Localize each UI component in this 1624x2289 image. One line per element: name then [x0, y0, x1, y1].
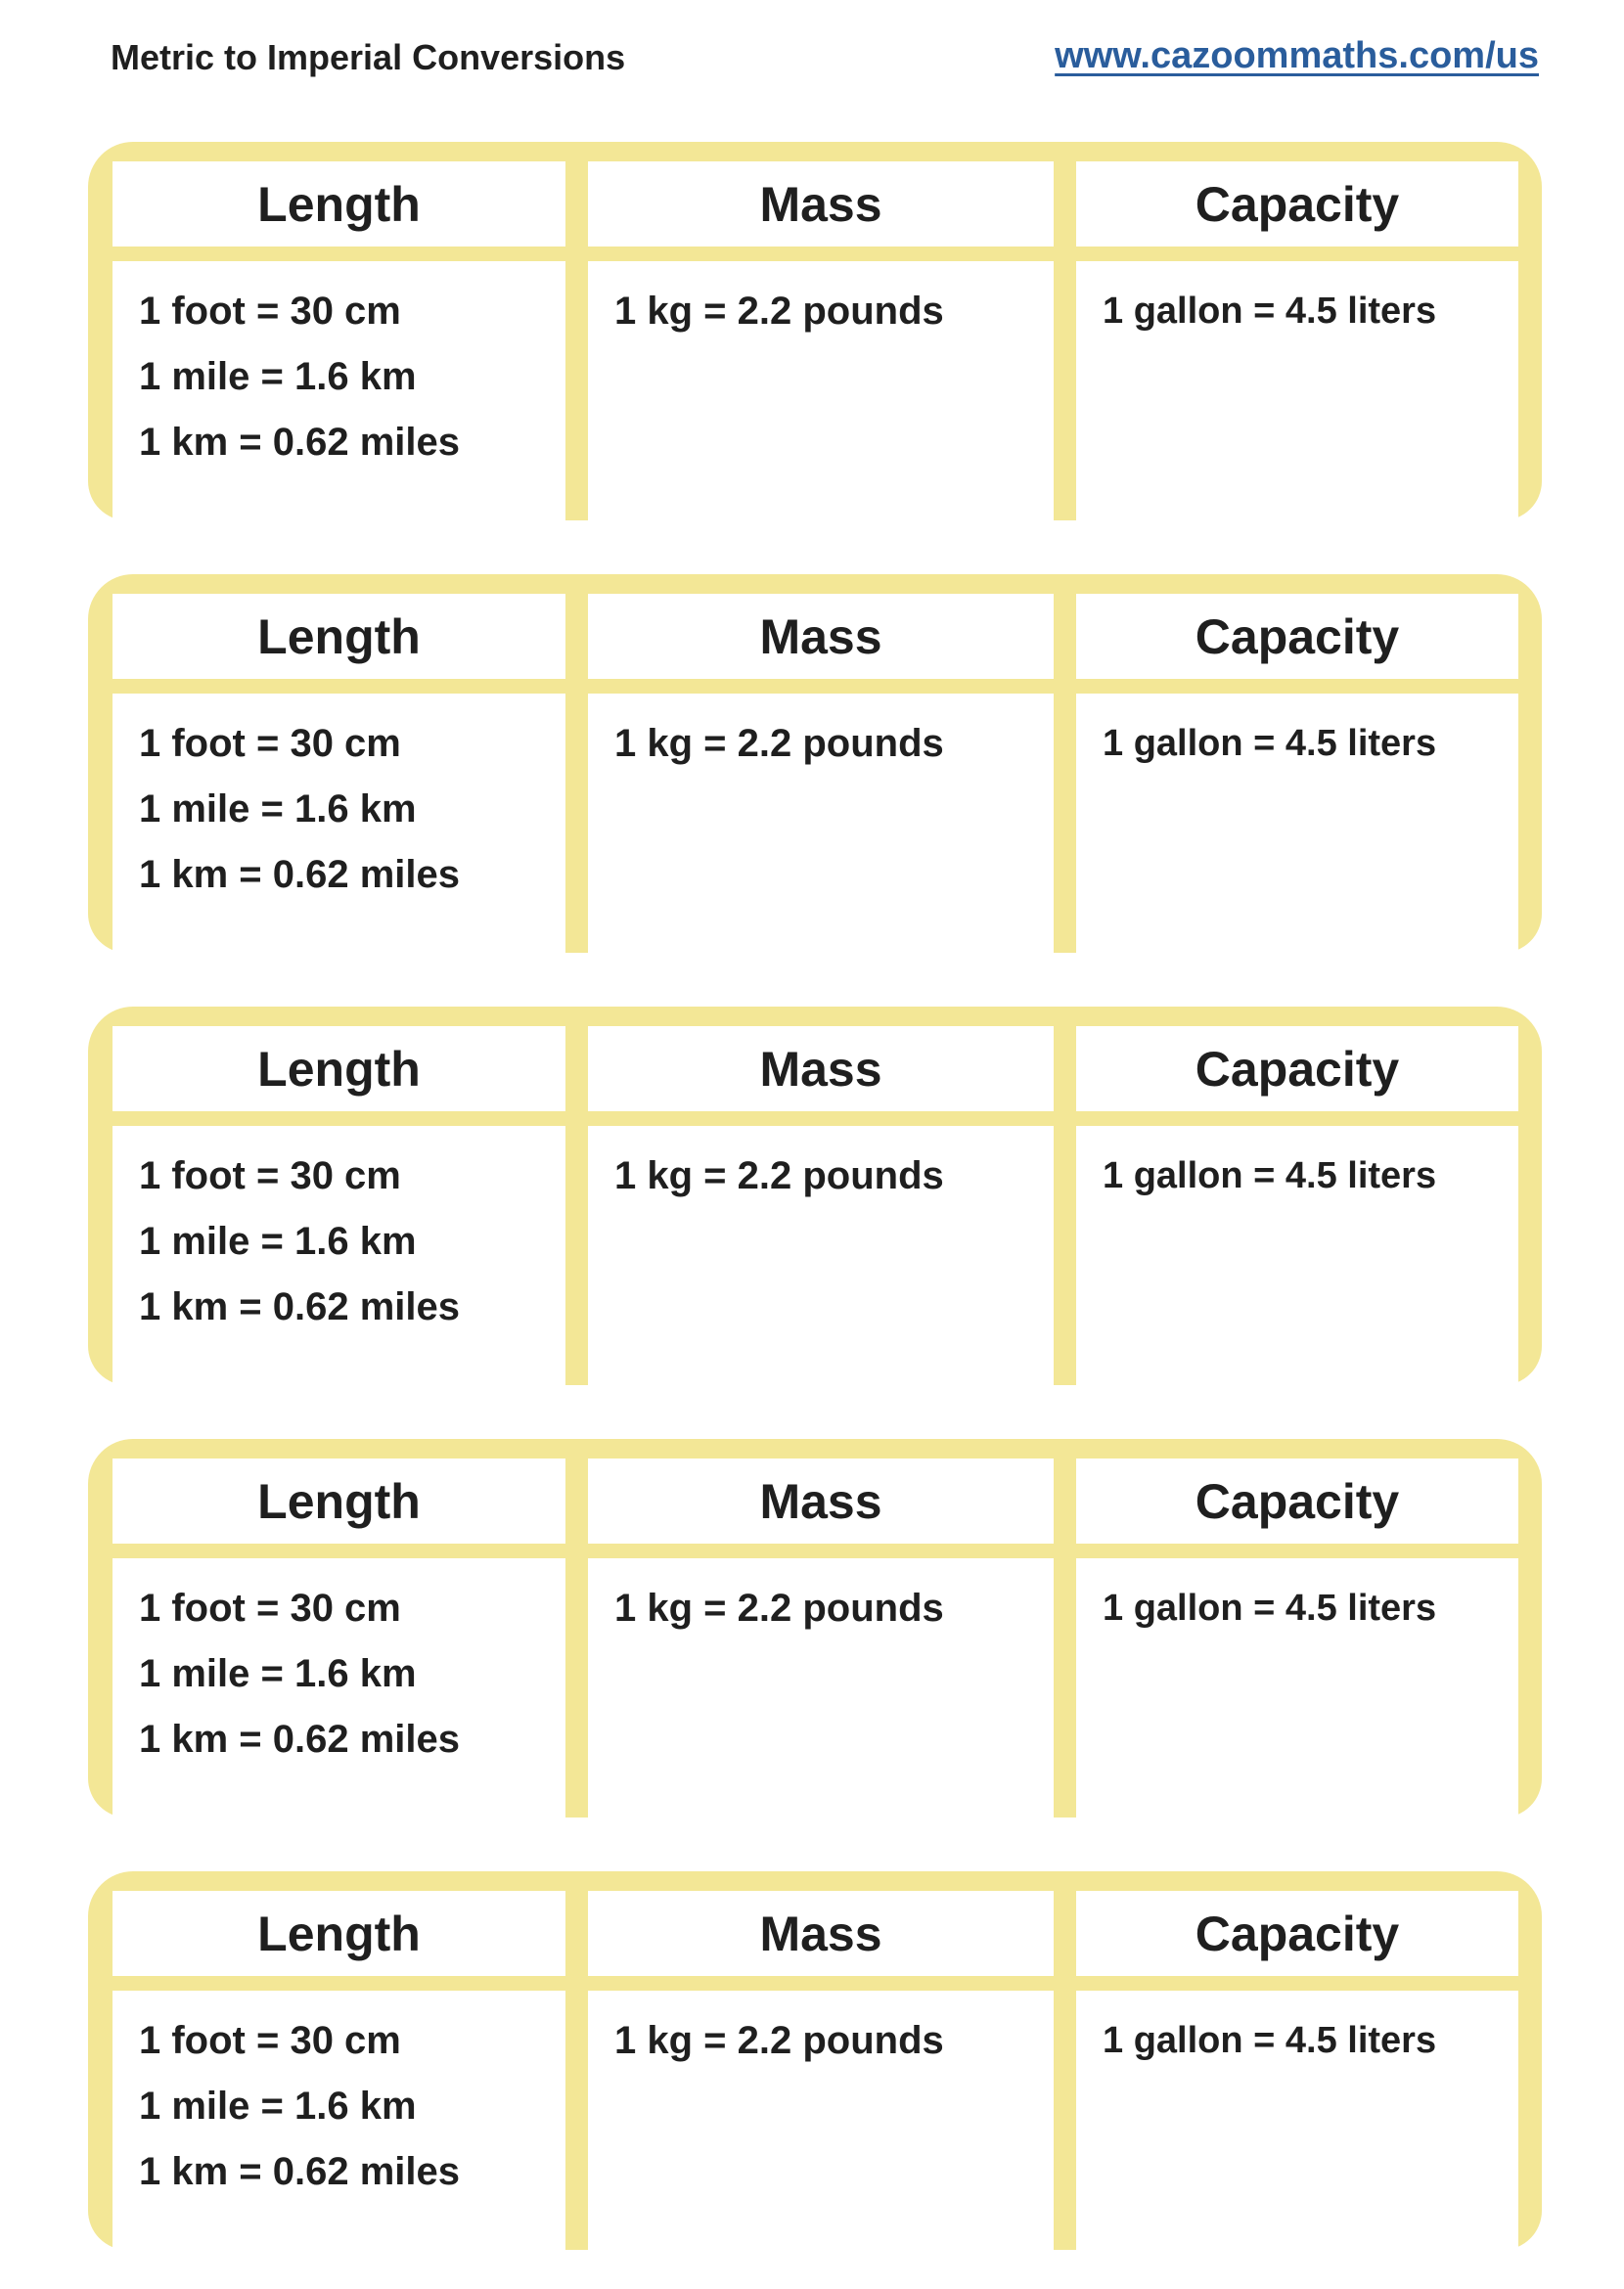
conversion-fact: 1 mile = 1.6 km	[139, 1220, 417, 1263]
header-mass: Mass	[588, 161, 1054, 247]
header-length: Length	[113, 594, 565, 679]
cell-mass: 1 kg = 2.2 pounds	[588, 1558, 1054, 1818]
conversion-fact: 1 mile = 1.6 km	[139, 1652, 417, 1695]
header-length: Length	[113, 1026, 565, 1111]
cell-length: 1 foot = 30 cm 1 mile = 1.6 km 1 km = 0.62…	[113, 261, 565, 520]
cell-mass: 1 kg = 2.2 pounds	[588, 1991, 1054, 2250]
conversion-fact: 1 kg = 2.2 pounds	[614, 2019, 944, 2062]
conversion-fact: 1 mile = 1.6 km	[139, 2085, 417, 2128]
conversion-fact: 1 km = 0.62 miles	[139, 1718, 461, 1761]
cell-mass: 1 kg = 2.2 pounds	[588, 694, 1054, 953]
conversion-fact: 1 gallon = 4.5 liters	[1103, 723, 1437, 764]
header-capacity: Capacity	[1076, 161, 1518, 247]
header-mass: Mass	[588, 1891, 1054, 1976]
conversion-fact: 1 km = 0.62 miles	[139, 2150, 461, 2193]
conversion-table: Length Mass Capacity 1 foot = 30 cm 1 mile =…	[113, 1891, 1518, 2250]
conversion-table: Length Mass Capacity 1 foot = 30 cm 1 mile =…	[113, 1459, 1518, 1818]
conversion-fact: 1 kg = 2.2 pounds	[614, 1154, 944, 1197]
conversion-fact: 1 foot = 30 cm	[139, 290, 401, 333]
conversion-fact: 1 foot = 30 cm	[139, 722, 401, 765]
conversion-fact: 1 foot = 30 cm	[139, 1154, 401, 1197]
conversion-fact: 1 km = 0.62 miles	[139, 1285, 461, 1328]
conversion-card: Length Mass Capacity 1 foot = 30 cm 1 mile =…	[88, 574, 1542, 953]
conversion-table: Length Mass Capacity 1 foot = 30 cm 1 mile =…	[113, 161, 1518, 520]
conversion-fact: 1 gallon = 4.5 liters	[1103, 291, 1437, 332]
cell-mass: 1 kg = 2.2 pounds	[588, 1126, 1054, 1385]
conversion-fact: 1 km = 0.62 miles	[139, 853, 461, 896]
header-capacity: Capacity	[1076, 1459, 1518, 1544]
header-capacity: Capacity	[1076, 1026, 1518, 1111]
conversion-card: Length Mass Capacity 1 foot = 30 cm 1 mile =…	[88, 1871, 1542, 2250]
cell-capacity: 1 gallon = 4.5 liters	[1076, 1126, 1518, 1385]
header-length: Length	[113, 161, 565, 247]
header-capacity: Capacity	[1076, 1891, 1518, 1976]
conversion-fact: 1 gallon = 4.5 liters	[1103, 2020, 1437, 2061]
cell-length: 1 foot = 30 cm 1 mile = 1.6 km 1 km = 0.62…	[113, 1558, 565, 1818]
conversion-card: Length Mass Capacity 1 foot = 30 cm 1 mile =…	[88, 1439, 1542, 1818]
conversion-fact: 1 kg = 2.2 pounds	[614, 722, 944, 765]
conversion-fact: 1 foot = 30 cm	[139, 1587, 401, 1630]
conversion-table: Length Mass Capacity 1 foot = 30 cm 1 mile =…	[113, 594, 1518, 953]
conversion-fact: 1 foot = 30 cm	[139, 2019, 401, 2062]
cell-capacity: 1 gallon = 4.5 liters	[1076, 1991, 1518, 2250]
conversion-table: Length Mass Capacity 1 foot = 30 cm 1 mile =…	[113, 1026, 1518, 1385]
conversion-fact: 1 gallon = 4.5 liters	[1103, 1155, 1437, 1196]
header-mass: Mass	[588, 1459, 1054, 1544]
conversion-fact: 1 gallon = 4.5 liters	[1103, 1588, 1437, 1629]
conversion-fact: 1 kg = 2.2 pounds	[614, 1587, 944, 1630]
cell-capacity: 1 gallon = 4.5 liters	[1076, 261, 1518, 520]
cell-length: 1 foot = 30 cm 1 mile = 1.6 km 1 km = 0.62…	[113, 694, 565, 953]
conversion-fact: 1 mile = 1.6 km	[139, 355, 417, 398]
conversion-card: Length Mass Capacity 1 foot = 30 cm 1 mile =…	[88, 1007, 1542, 1385]
conversion-fact: 1 mile = 1.6 km	[139, 787, 417, 830]
cell-capacity: 1 gallon = 4.5 liters	[1076, 694, 1518, 953]
page-title: Metric to Imperial Conversions	[111, 37, 626, 77]
cell-length: 1 foot = 30 cm 1 mile = 1.6 km 1 km = 0.62…	[113, 1126, 565, 1385]
website-link[interactable]: www.cazoommaths.com/us	[1055, 35, 1539, 76]
header-mass: Mass	[588, 594, 1054, 679]
header-length: Length	[113, 1459, 565, 1544]
conversion-fact: 1 kg = 2.2 pounds	[614, 290, 944, 333]
cell-mass: 1 kg = 2.2 pounds	[588, 261, 1054, 520]
conversion-fact: 1 km = 0.62 miles	[139, 421, 461, 464]
header-length: Length	[113, 1891, 565, 1976]
conversion-card: Length Mass Capacity 1 foot = 30 cm 1 mile =…	[88, 142, 1542, 520]
header-capacity: Capacity	[1076, 594, 1518, 679]
cell-capacity: 1 gallon = 4.5 liters	[1076, 1558, 1518, 1818]
header-mass: Mass	[588, 1026, 1054, 1111]
cell-length: 1 foot = 30 cm 1 mile = 1.6 km 1 km = 0.62…	[113, 1991, 565, 2250]
